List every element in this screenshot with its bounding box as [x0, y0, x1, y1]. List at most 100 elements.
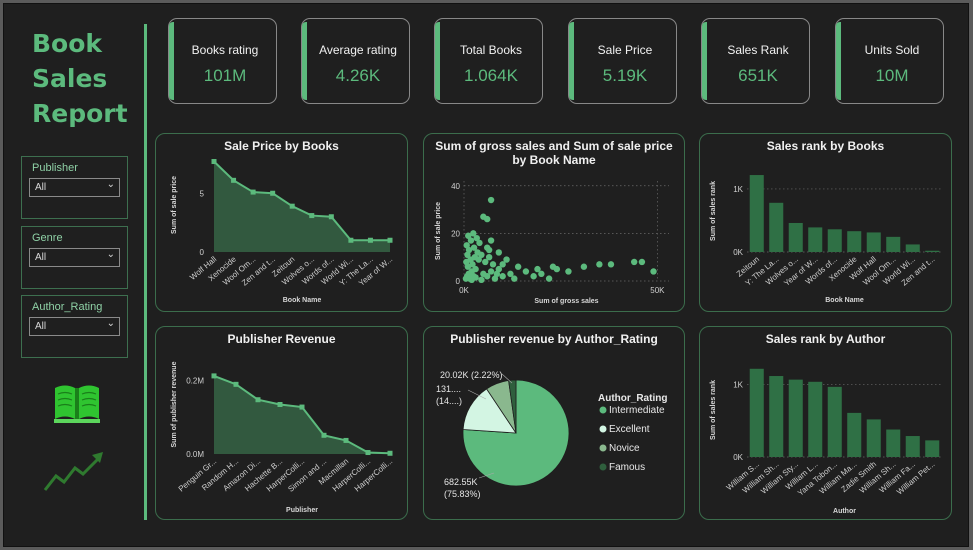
scatter-point [565, 268, 572, 275]
kpi-value: 651K [738, 66, 778, 85]
author-rating-dropdown[interactable]: All ⌄ [29, 317, 120, 336]
kpi-card-units-sold: Units Sold 10M [835, 18, 944, 104]
data-point [250, 189, 256, 195]
scatter-point [482, 258, 489, 266]
bar [886, 429, 901, 457]
kpi-accent-bar [302, 22, 307, 100]
y-tick-label: 5 [200, 189, 205, 198]
data-point [321, 432, 327, 438]
bar [847, 231, 862, 252]
scatter-point [465, 246, 473, 254]
kpi-label: Books rating [191, 43, 259, 57]
scatter-point [478, 251, 485, 259]
publisher-revenue-by-author-rating-chart: 20.02K (2.22%) 131.... (14....) 682.55K (75.… [436, 370, 667, 499]
kpi-accent-bar [169, 22, 174, 100]
scatter-point [638, 258, 646, 266]
chart-title: Sales rank by Books [766, 139, 885, 153]
scatter-point [472, 274, 479, 281]
y-tick-label: 0.0M [186, 450, 204, 459]
scatter-point [470, 244, 478, 251]
data-point [367, 237, 373, 243]
scatter-point [545, 275, 553, 282]
kpi-label: Total Books [459, 43, 523, 57]
scatter-point [475, 256, 482, 263]
kpi-accent-bar [569, 22, 574, 100]
y-tick-label: 0K [733, 248, 743, 257]
author-rating-dropdown-value: All [35, 321, 47, 332]
legend-title: Author_Rating [598, 393, 667, 404]
data-point [309, 213, 315, 219]
scatter-point [534, 265, 541, 273]
data-point [211, 373, 217, 379]
bar [866, 232, 881, 252]
kpi-accent-bar [702, 22, 707, 100]
scatter-point [465, 232, 472, 239]
scatter-point [485, 253, 493, 261]
bar [808, 227, 823, 252]
publisher-dropdown-value: All [35, 182, 47, 193]
leader-line [501, 373, 513, 384]
data-point [299, 404, 305, 410]
pie-data-label: 20.02K (2.22%) [440, 370, 503, 380]
bar [769, 202, 784, 252]
legend-item: Famous [609, 462, 645, 473]
data-point [387, 237, 393, 243]
data-point [289, 203, 295, 209]
kpi-card-sales-rank: Sales Rank 651K [701, 18, 810, 104]
kpi-card-books-rating: Books rating 101M [168, 18, 277, 104]
data-point [343, 437, 349, 443]
chevron-down-icon: ⌄ [106, 249, 115, 260]
data-point [348, 237, 354, 243]
data-point [277, 402, 283, 407]
scatter-point [493, 270, 501, 278]
report-title-line: Book [32, 29, 103, 58]
y-axis-label: Sum of sale price [435, 202, 442, 260]
scatter-point [511, 275, 518, 282]
kpi-value: 101M [203, 66, 247, 85]
data-point [328, 214, 334, 220]
scatter-point [467, 237, 475, 244]
scatter-point [503, 256, 510, 263]
scatter-point [473, 234, 480, 242]
scatter-point [607, 261, 615, 268]
chart-title: Sum of gross sales and Sum of sale price… [435, 139, 673, 167]
genre-slicer: Genre All ⌄ [21, 226, 128, 289]
scatter-point [499, 273, 506, 280]
pie-data-label: 131.... [436, 384, 461, 394]
report-title: Book Sales Report [32, 26, 128, 131]
scatter-point [650, 268, 657, 275]
scatter-point [480, 213, 487, 220]
report-title-line: Report [32, 99, 128, 128]
pie-data-label: 682.55K [444, 477, 478, 487]
scatter-point [478, 276, 485, 284]
kpi-value: 1.064K [464, 66, 518, 85]
publisher-dropdown[interactable]: All ⌄ [29, 178, 120, 197]
bar [905, 436, 920, 457]
scatter-point [499, 261, 506, 268]
bar [847, 412, 862, 457]
leader-line [478, 472, 495, 479]
bar [925, 250, 940, 252]
report-title-line: Sales [32, 64, 108, 93]
data-point [255, 397, 261, 403]
x-tick-label: 50K [650, 286, 665, 295]
scatter-point [522, 268, 530, 275]
bar [827, 386, 842, 457]
pie-data-label: (14....) [436, 396, 462, 406]
y-axis-label: Sum of publisher revenue [171, 361, 178, 447]
genre-dropdown[interactable]: All ⌄ [29, 248, 120, 267]
scatter-point [489, 261, 497, 268]
scatter-point [549, 263, 557, 270]
legend-item: Novice [609, 443, 640, 454]
kpi-label: Average rating [319, 43, 397, 57]
chart-title: Publisher revenue by Author_Rating [450, 332, 658, 346]
scatter-point [514, 263, 522, 270]
scatter-point [530, 273, 537, 280]
y-tick-label: 0 [456, 277, 461, 286]
chevron-down-icon: ⌄ [106, 179, 115, 190]
dashboard: Book Sales Report Publisher All ⌄ Genre … [3, 3, 969, 547]
kpi-card-average-rating: Average rating 4.26K [301, 18, 410, 104]
data-point [365, 450, 371, 456]
